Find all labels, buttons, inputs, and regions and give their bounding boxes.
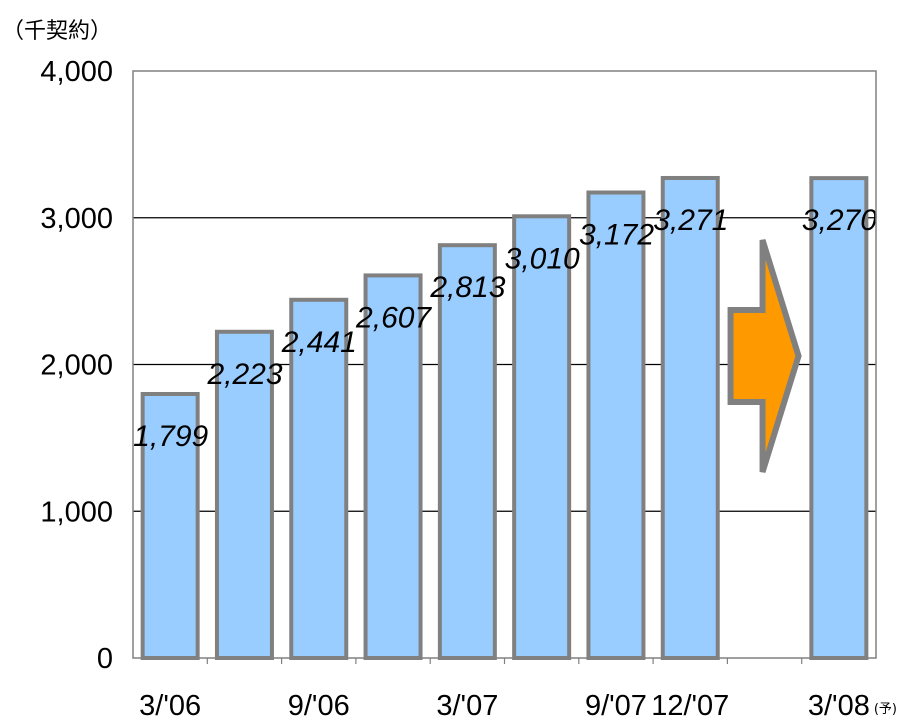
bar — [660, 175, 720, 660]
y-tick-label: 0 — [97, 643, 113, 675]
x-tick-label: 3/'06 — [139, 690, 201, 722]
bar — [214, 329, 274, 660]
forecast-note: (予) — [874, 702, 897, 717]
x-tick-label: 3/'07 — [436, 690, 498, 722]
bar — [809, 176, 869, 660]
data-label: 3,172 — [579, 219, 654, 252]
bar — [586, 190, 646, 660]
y-tick-label: 2,000 — [40, 350, 113, 382]
y-tick-label: 1,000 — [40, 496, 113, 528]
x-axis-ticks: 3/'06 9/'06 3/'07 9/'07 12/'07 3/'08 (予) — [139, 658, 897, 722]
unit-label: （千契約） — [2, 19, 112, 44]
x-tick-label: 9/'07 — [585, 690, 647, 722]
arrow-icon — [727, 239, 802, 473]
data-label: 3,010 — [505, 242, 580, 275]
y-axis-ticks: 0 1,000 2,000 3,000 4,000 — [40, 56, 113, 675]
bar — [140, 391, 200, 660]
bar — [512, 214, 572, 660]
data-label: 2,441 — [281, 326, 357, 359]
x-tick-label: 12/'07 — [651, 690, 729, 722]
forecast-arrow — [727, 239, 802, 473]
data-label: 2,813 — [429, 271, 505, 304]
x-tick-label: 9/'06 — [288, 690, 350, 722]
data-label: 1,799 — [133, 420, 208, 453]
x-tick-label: 3/'08 — [808, 690, 870, 722]
bars — [140, 175, 869, 660]
data-label: 3,270 — [802, 204, 877, 237]
y-tick-label: 3,000 — [40, 203, 113, 235]
data-label: 2,607 — [355, 301, 432, 334]
data-label: 3,271 — [653, 204, 728, 237]
bar — [437, 243, 497, 660]
bar — [289, 297, 349, 660]
data-label: 2,223 — [206, 358, 282, 391]
y-tick-label: 4,000 — [40, 56, 113, 88]
